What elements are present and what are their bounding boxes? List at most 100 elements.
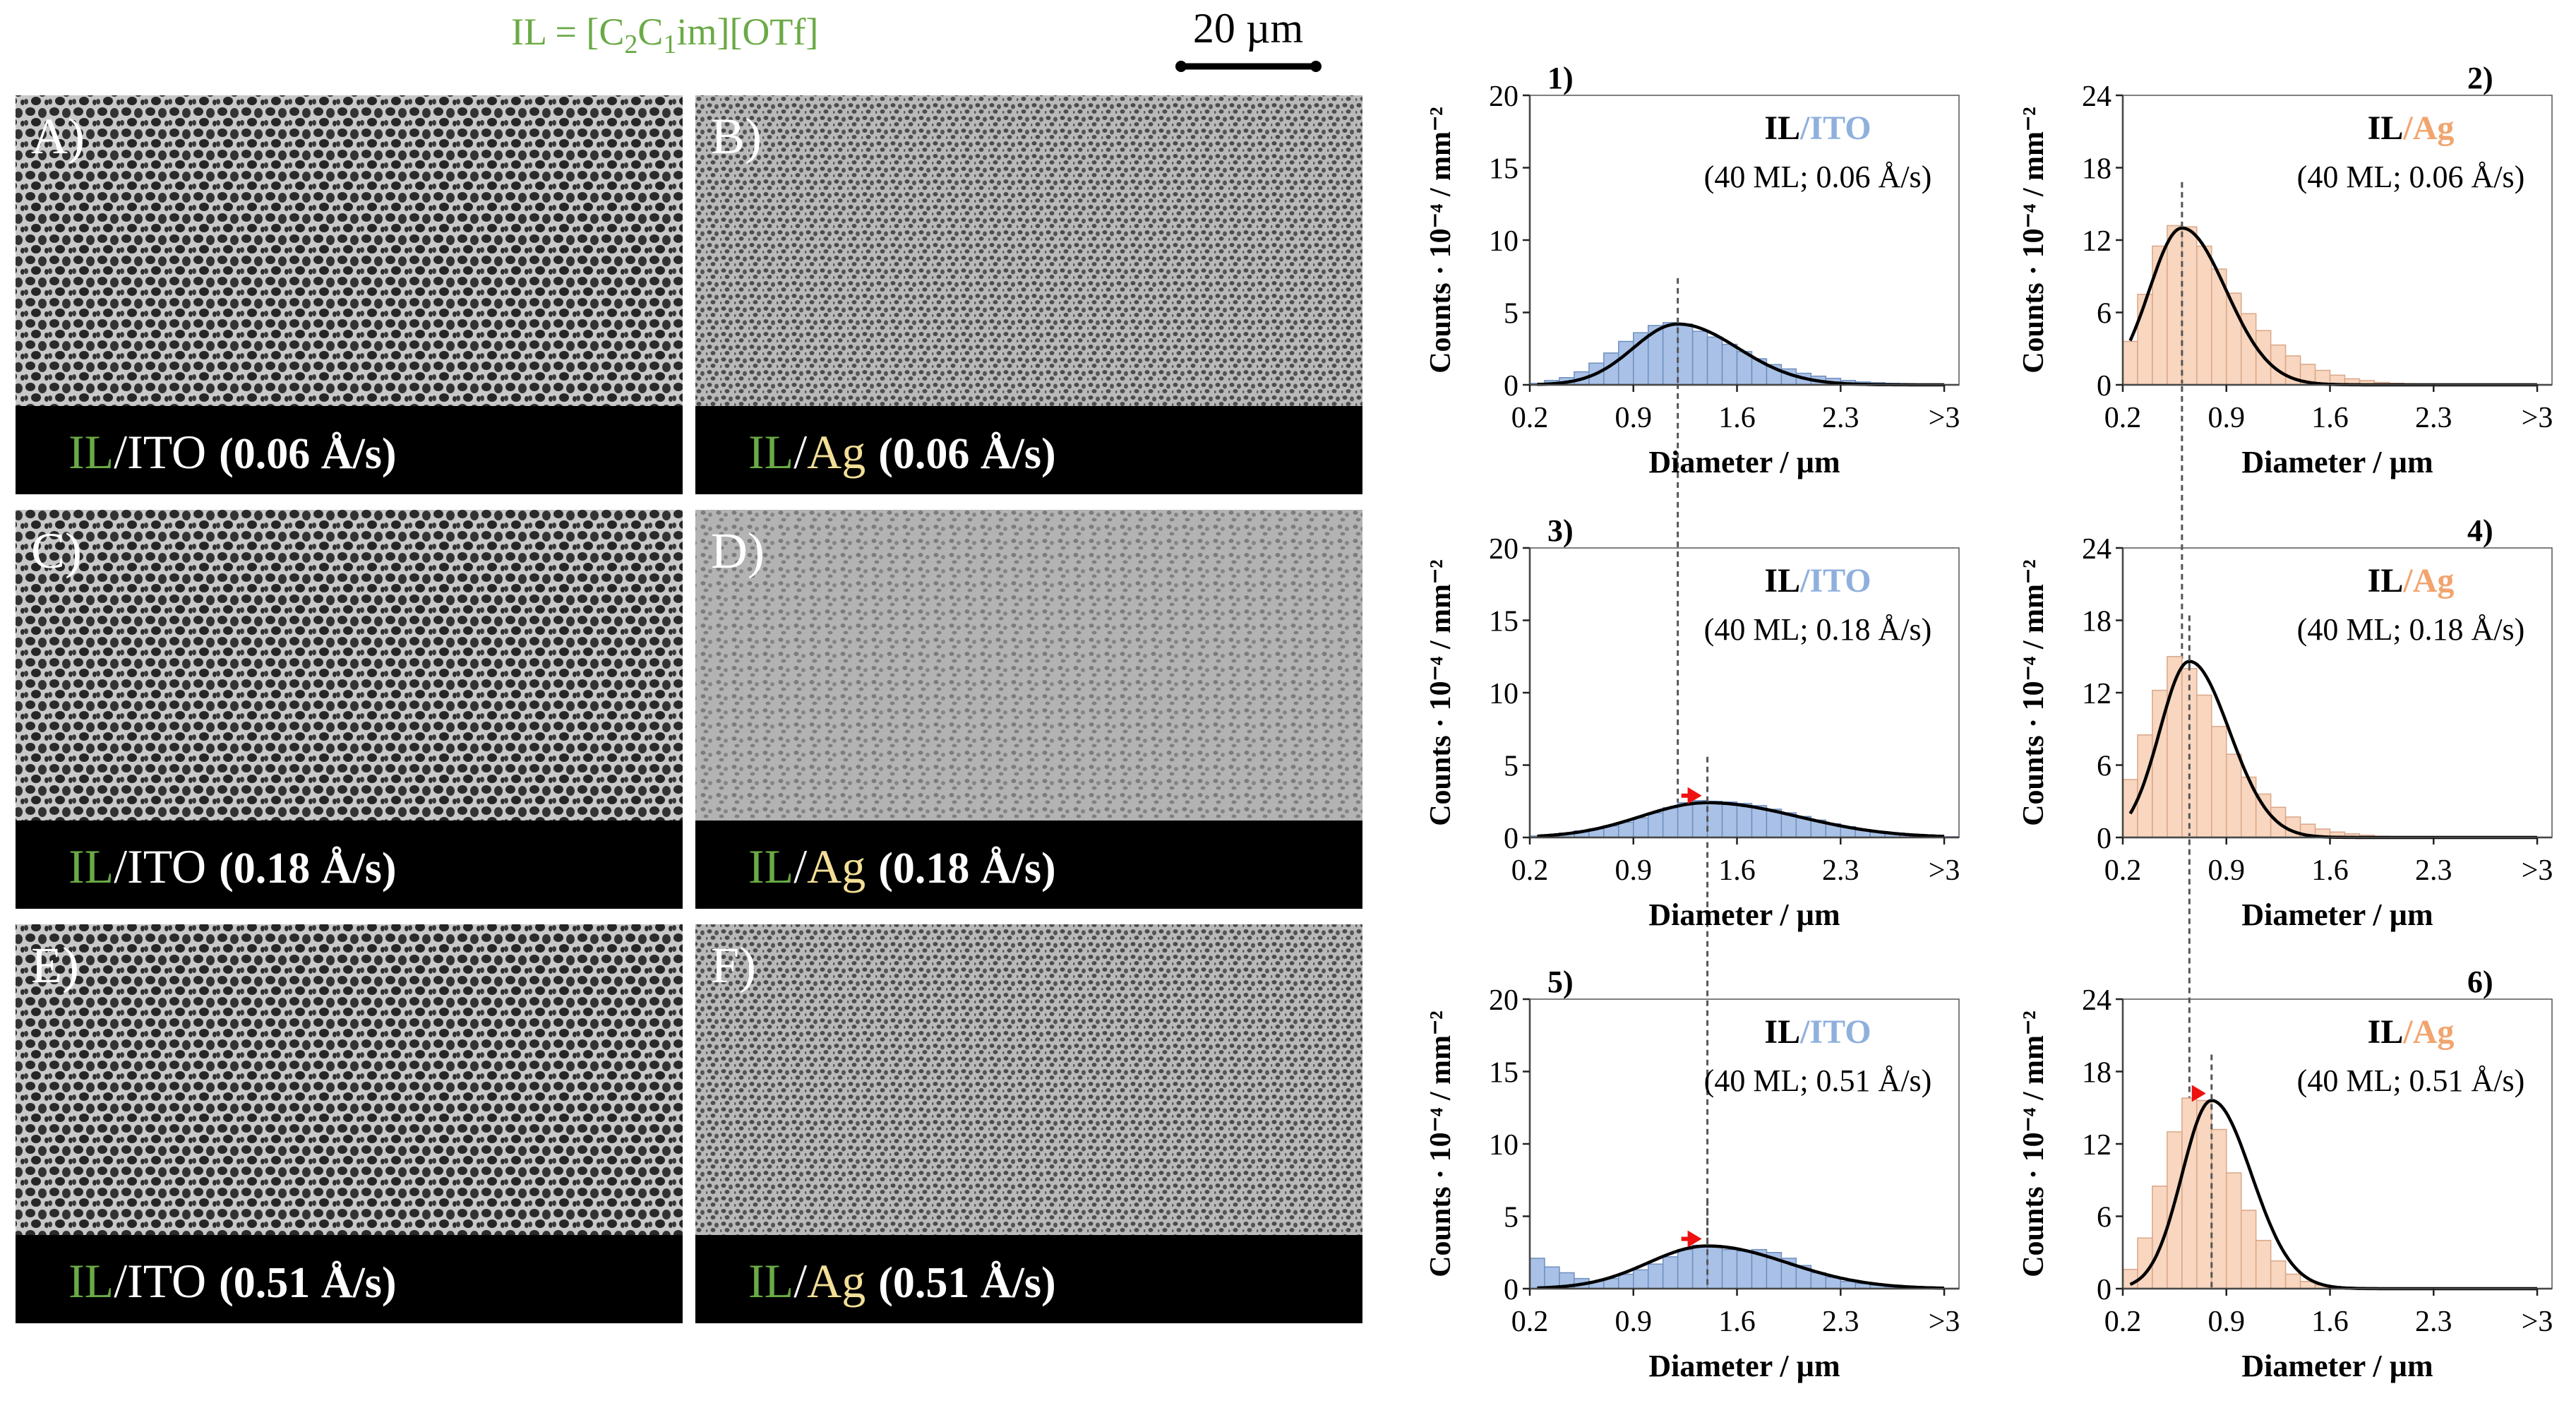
- histogram-bar: [1721, 801, 1738, 838]
- title-substrate: Ag: [2413, 1013, 2455, 1051]
- histogram-bar: [1736, 803, 1753, 838]
- formula-title: IL = [C2C1im][OTf]: [511, 11, 818, 59]
- title-slash: /: [2402, 1013, 2413, 1051]
- histogram-bar: [1677, 1248, 1694, 1289]
- y-tick-label: 15: [1489, 1057, 1518, 1090]
- histogram-bar: [1706, 801, 1723, 838]
- panel-caption: IL/ITO (0.18 Å/s): [68, 840, 397, 893]
- x-tick-label: 0.9: [1615, 1306, 1653, 1338]
- sem-panel-e: E) IL/ITO (0.51 Å/s): [16, 924, 683, 1323]
- x-tick-label: 1.6: [1718, 1306, 1756, 1338]
- x-tick-label: 0.2: [2104, 402, 2142, 434]
- histogram-bar: [1677, 323, 1694, 386]
- caption-bar: [16, 1235, 683, 1323]
- sem-image: [16, 510, 683, 821]
- title-il: IL: [1764, 562, 1800, 599]
- histogram-bar: [2181, 668, 2198, 838]
- caption-substrate: Ag: [807, 425, 865, 479]
- fit-curve: [1537, 801, 1945, 838]
- caption-slash: /: [114, 840, 127, 893]
- formula-sub1: 2: [624, 30, 637, 59]
- histogram-bar: [2122, 779, 2138, 838]
- y-tick-label: 0: [1504, 370, 1518, 402]
- x-axis-label: Diameter / µm: [2241, 445, 2433, 479]
- histogram-bar: [2167, 225, 2183, 386]
- y-tick-label: 6: [2097, 1202, 2111, 1234]
- x-tick-label: 2.3: [1822, 402, 1859, 434]
- caption-slash: /: [114, 425, 127, 479]
- title-slash: /: [1799, 1013, 1810, 1051]
- caption-bar: [16, 406, 683, 494]
- histogram-bar: [2196, 1099, 2212, 1289]
- histogram-bar: [2226, 1172, 2242, 1289]
- formula-suffix: im][OTf]: [676, 11, 818, 53]
- panel-letter: B): [711, 108, 762, 165]
- y-tick-label: 6: [2097, 298, 2111, 330]
- histogram-bar: [1706, 336, 1723, 386]
- sem-panel-d: D) IL/Ag (0.18 Å/s): [695, 510, 1362, 909]
- histogram-4: 0 6 12 18 24 0.2 0.9 1.6 2.3 >3 Diameter / µm Count…: [2018, 513, 2553, 932]
- x-axis-label: Diameter / µm: [1648, 897, 1840, 932]
- panel-caption: IL/ITO (0.51 Å/s): [68, 1254, 397, 1308]
- caption-rate: (0.18 Å/s): [878, 845, 1055, 893]
- y-axis-label: Counts · 10⁻⁴ / mm⁻²: [1425, 107, 1457, 374]
- title-il: IL: [1764, 1013, 1800, 1051]
- histogram-bar: [2255, 793, 2272, 838]
- title-substrate: Ag: [2413, 562, 2455, 599]
- panel-letter: A): [31, 108, 85, 165]
- panel-number: 4): [2467, 513, 2493, 548]
- panel-caption: IL/ITO (0.06 Å/s): [68, 425, 397, 479]
- x-tick-label: 1.6: [1718, 402, 1756, 434]
- y-tick-label: 5: [1504, 751, 1518, 783]
- y-tick-label: 24: [2082, 533, 2111, 566]
- x-tick-label: >3: [1929, 402, 1960, 434]
- panel-number: 3): [1547, 513, 1574, 548]
- sem-image: [16, 95, 683, 406]
- chart-title: IL/Ag: [2368, 1013, 2455, 1051]
- chart-subtitle: (40 ML; 0.06 Å/s): [2297, 160, 2525, 194]
- caption-il: IL: [68, 425, 114, 479]
- x-tick-label: 0.9: [2208, 1306, 2246, 1338]
- plot-frame: [1529, 547, 1960, 838]
- sem-panel-a: A) IL/ITO (0.06 Å/s): [16, 95, 683, 494]
- histogram-bar: [1618, 1273, 1634, 1289]
- panel-letter: E): [31, 937, 79, 994]
- formula-sub2: 1: [663, 30, 676, 59]
- x-axis-label: Diameter / µm: [2241, 897, 2433, 932]
- caption-il: IL: [68, 1254, 114, 1308]
- caption-slash: /: [793, 1254, 807, 1308]
- caption-substrate: ITO: [127, 1254, 206, 1308]
- histogram-bar: [2211, 726, 2227, 838]
- x-tick-label: 0.2: [1511, 1306, 1549, 1338]
- histogram-bar: [1647, 812, 1664, 838]
- histogram-bar: [1662, 807, 1679, 838]
- caption-bar: [695, 821, 1362, 909]
- histogram-bar: [1721, 1248, 1738, 1289]
- x-tick-label: 0.9: [2208, 402, 2246, 434]
- panel-letter: F): [711, 937, 756, 994]
- title-slash: /: [2402, 562, 2413, 599]
- caption-il: IL: [748, 1254, 793, 1308]
- x-axis-label: Diameter / µm: [1648, 445, 1840, 479]
- y-axis-label: Counts · 10⁻⁴ / mm⁻²: [2018, 107, 2050, 374]
- plot-frame: [1529, 95, 1960, 386]
- y-tick-label: 20: [1489, 984, 1518, 1017]
- y-tick-label: 18: [2082, 1057, 2111, 1090]
- title-slash: /: [1799, 109, 1810, 147]
- histogram-2: 0 6 12 18 24 0.2 0.9 1.6 2.3 >3 Diameter / µm Count…: [2018, 61, 2553, 479]
- histogram-bar: [1618, 821, 1634, 838]
- shift-arrow-head: [2191, 1085, 2206, 1102]
- title-il: IL: [2368, 562, 2404, 599]
- fit-curve: [1537, 1244, 1944, 1290]
- y-tick-label: 12: [2082, 225, 2111, 258]
- chart-subtitle: (40 ML; 0.51 Å/s): [2297, 1063, 2525, 1098]
- title-il: IL: [1764, 109, 1800, 147]
- x-tick-label: >3: [2522, 854, 2553, 887]
- histogram-bar: [2181, 226, 2198, 386]
- sem-image: [695, 924, 1362, 1235]
- y-tick-label: 24: [2082, 984, 2111, 1017]
- histogram-bar: [1691, 799, 1708, 838]
- x-tick-label: >3: [2522, 1306, 2553, 1338]
- sem-image: [695, 95, 1362, 406]
- x-tick-label: 0.2: [1511, 854, 1549, 887]
